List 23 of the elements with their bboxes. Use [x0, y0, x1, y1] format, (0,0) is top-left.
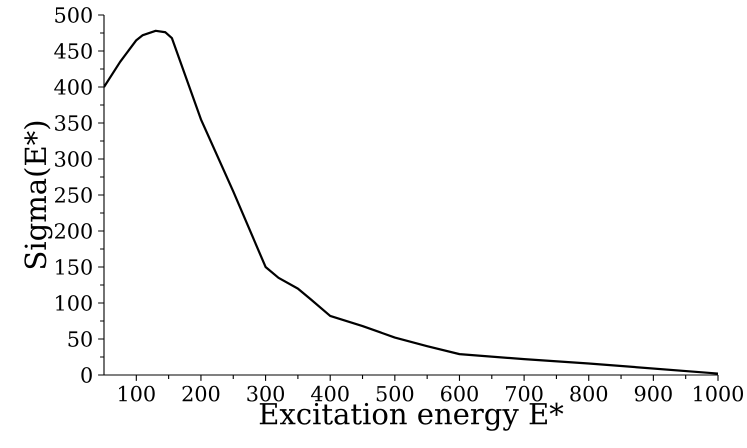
y-tick-label: 150 — [56, 259, 92, 275]
x-tick-label: 600 — [441, 386, 478, 402]
x-tick-label: 300 — [247, 386, 284, 402]
x-tick-label: 1000 — [694, 386, 744, 402]
y-tick-label: 100 — [56, 295, 92, 311]
y-tick-label: 0 — [81, 367, 92, 383]
y-axis-title: Sigma(E*) — [24, 122, 52, 268]
y-tick-label: 350 — [55, 115, 92, 131]
x-tick-label: 700 — [506, 386, 543, 402]
y-tick-label: 450 — [54, 43, 92, 59]
y-tick-label: 300 — [55, 151, 92, 167]
y-tick-label: 250 — [55, 187, 92, 203]
y-tick-label: 400 — [54, 79, 92, 95]
x-tick-label: 400 — [311, 386, 349, 402]
x-tick-label: 500 — [376, 386, 414, 402]
x-axis-title: Excitation energy E* — [260, 402, 564, 431]
y-tick-label: 50 — [68, 331, 92, 347]
x-tick-label: 900 — [634, 386, 672, 402]
x-tick-label: 100 — [119, 386, 155, 402]
x-tick-label: 800 — [570, 386, 608, 402]
y-tick-label: 200 — [55, 223, 92, 239]
y-tick-label: 500 — [55, 7, 92, 23]
x-tick-label: 200 — [182, 386, 220, 402]
